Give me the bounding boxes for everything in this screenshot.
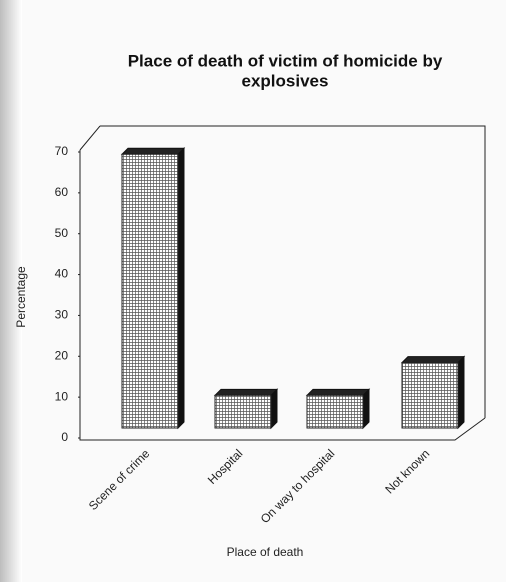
y-tick-label: 60 — [55, 185, 69, 199]
bar-top — [400, 356, 466, 364]
front-frame — [79, 150, 486, 441]
bar-top — [213, 388, 279, 396]
y-tick-label: 50 — [55, 226, 69, 240]
bar — [121, 153, 179, 429]
y-tick-label: 10 — [55, 389, 69, 403]
bar-top — [120, 147, 186, 155]
bar-side — [177, 147, 185, 430]
bar — [401, 362, 459, 429]
bar — [306, 394, 364, 429]
bar-top — [305, 388, 371, 396]
page-edge — [0, 0, 22, 582]
back-wall — [100, 125, 486, 418]
bar — [214, 394, 272, 429]
chart-title: Place of death of victim of homicide by — [128, 51, 443, 70]
y-tick-label: 20 — [55, 348, 69, 362]
y-axis-title: Percentage — [14, 266, 28, 328]
bar-side — [457, 355, 465, 430]
y-tick-label: 70 — [55, 144, 69, 158]
y-tick-label: 0 — [61, 430, 68, 444]
chart-title: explosives — [242, 71, 329, 90]
chart-box — [79, 125, 486, 441]
y-tick-label: 40 — [55, 267, 69, 281]
x-axis-title: Place of death — [227, 545, 304, 559]
left-wall-top — [79, 125, 101, 151]
y-tick-label: 30 — [55, 308, 69, 322]
